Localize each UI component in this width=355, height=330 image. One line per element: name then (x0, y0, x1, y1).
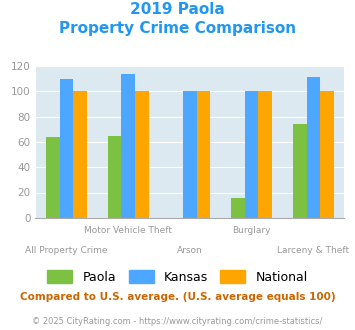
Bar (320, 91, 334, 218)
Bar (60, 79, 73, 218)
Bar (197, 91, 210, 218)
Text: All Property Crime: All Property Crime (25, 246, 108, 255)
Bar (231, 198, 245, 218)
Bar (121, 74, 135, 218)
Text: Property Crime Comparison: Property Crime Comparison (59, 21, 296, 36)
Text: Arson: Arson (177, 246, 203, 255)
Text: © 2025 CityRating.com - https://www.cityrating.com/crime-statistics/: © 2025 CityRating.com - https://www.city… (32, 317, 323, 326)
Bar (108, 136, 121, 218)
Bar (46, 137, 60, 218)
Bar (73, 91, 87, 218)
Bar (135, 91, 148, 218)
Text: 2019 Paola: 2019 Paola (130, 2, 225, 16)
Bar (245, 91, 258, 218)
Bar (183, 91, 197, 218)
Legend: Paola, Kansas, National: Paola, Kansas, National (43, 265, 312, 289)
Text: Burglary: Burglary (233, 226, 271, 235)
Bar (293, 124, 307, 218)
Text: Larceny & Theft: Larceny & Theft (277, 246, 350, 255)
Text: Motor Vehicle Theft: Motor Vehicle Theft (84, 226, 172, 235)
Text: Compared to U.S. average. (U.S. average equals 100): Compared to U.S. average. (U.S. average … (20, 292, 335, 302)
Bar (307, 77, 320, 218)
Bar (258, 91, 272, 218)
